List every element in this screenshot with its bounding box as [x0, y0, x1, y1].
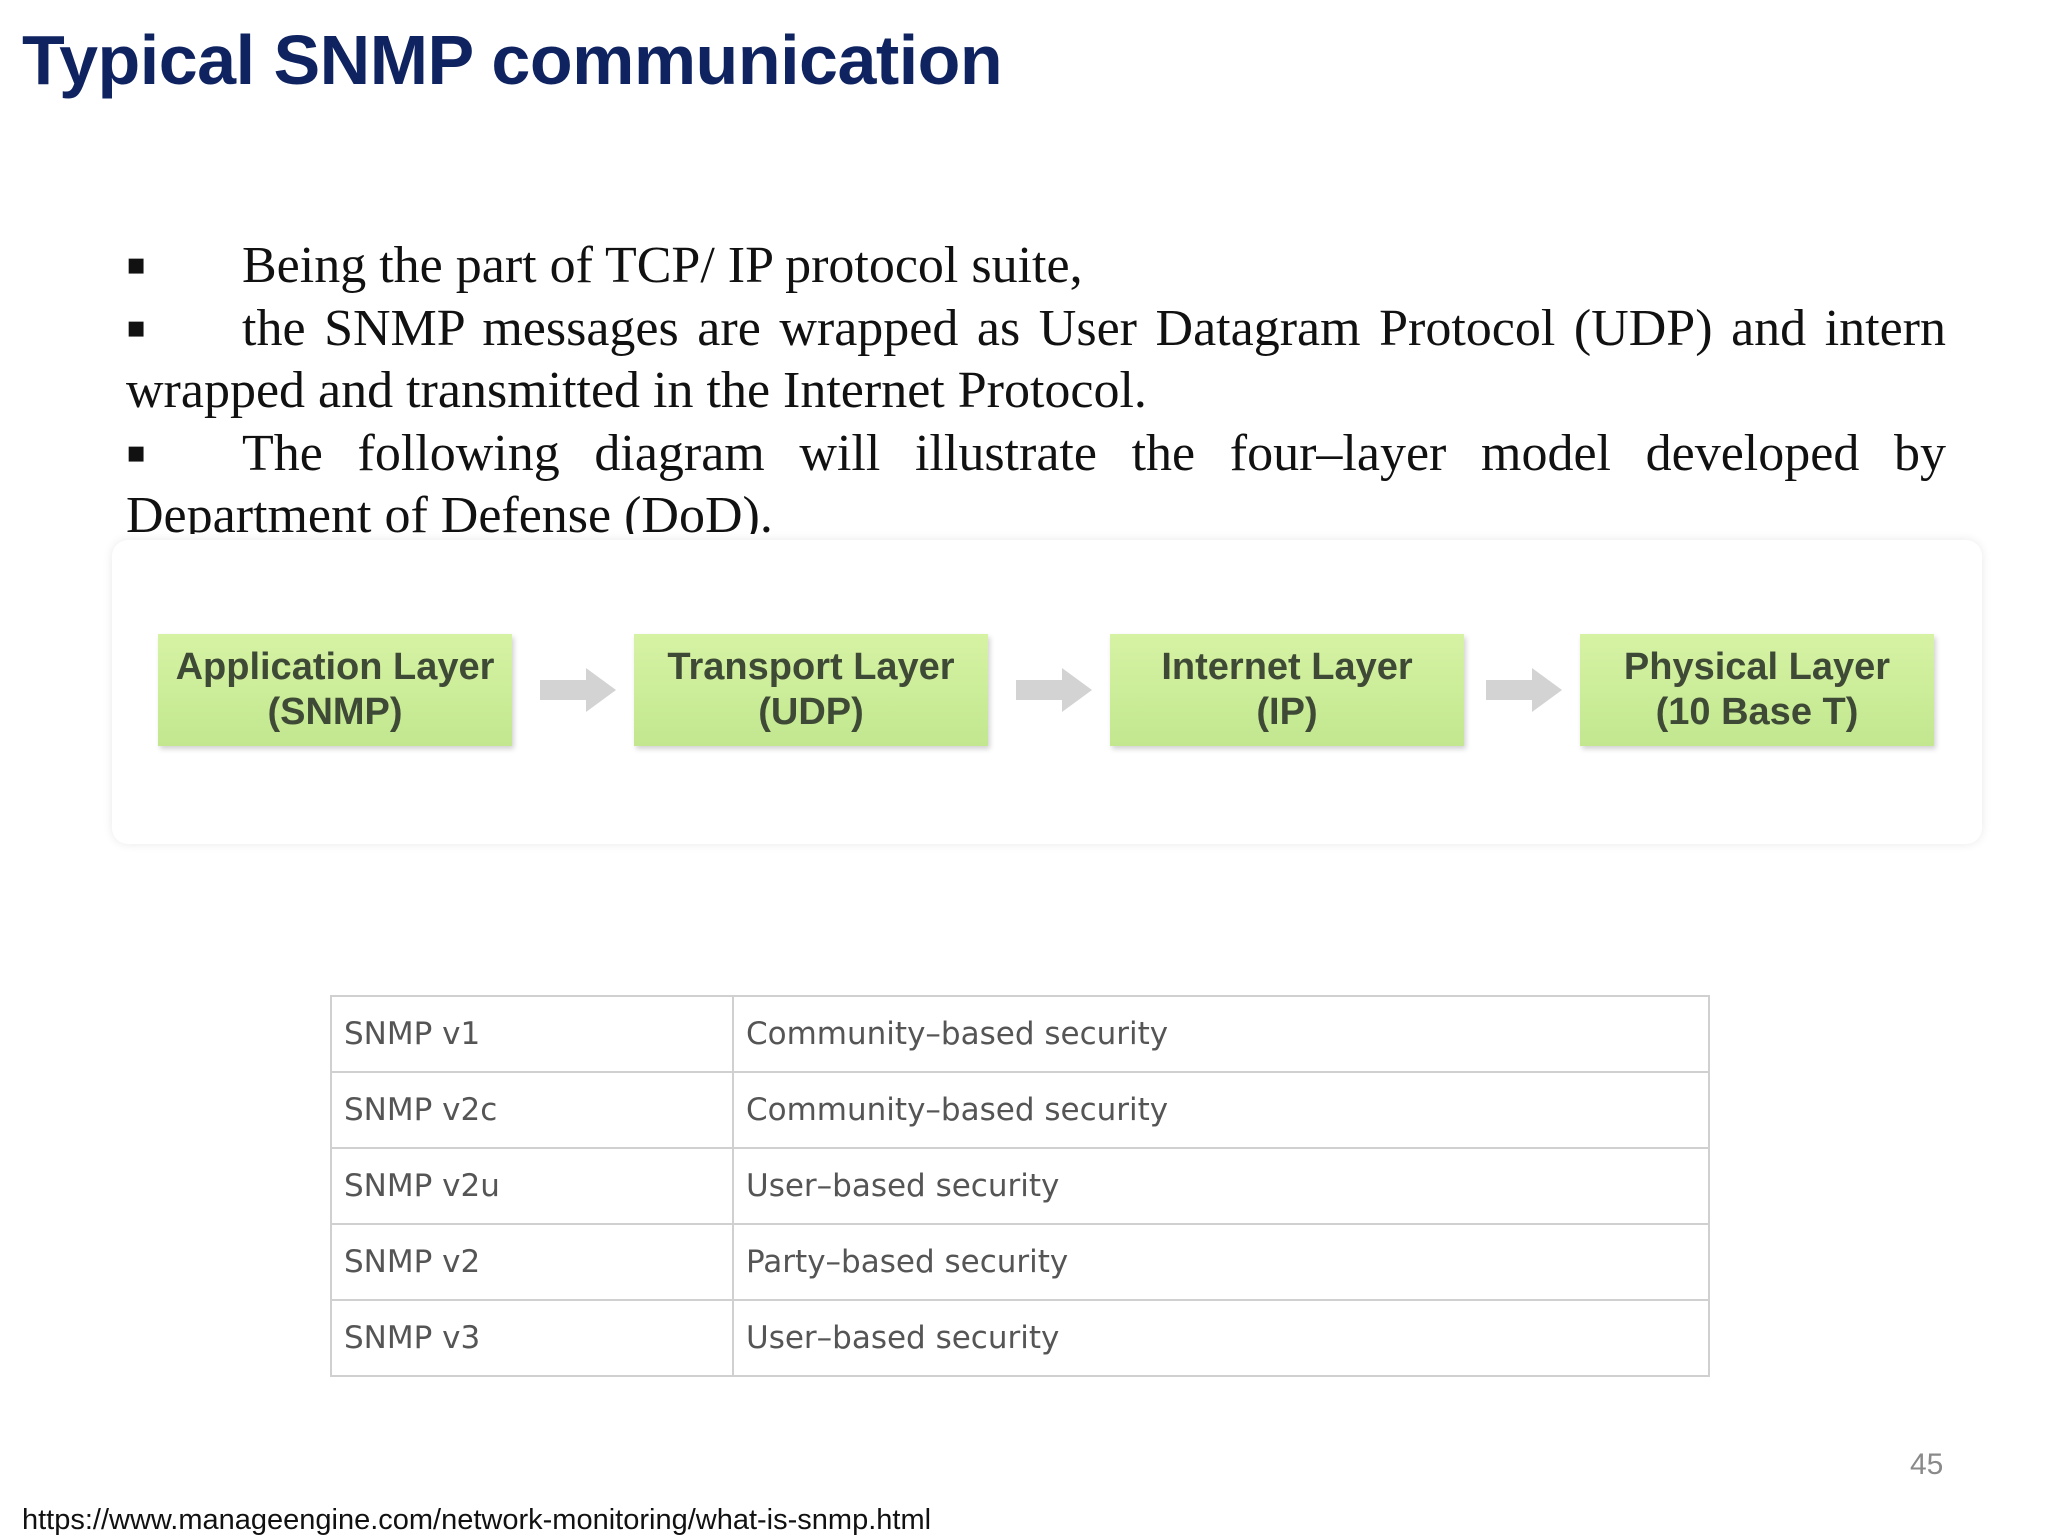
- security-cell: User–based security: [732, 1299, 1710, 1377]
- layer-name: Application Layer: [175, 646, 495, 688]
- layer-protocol: (SNMP): [267, 691, 403, 733]
- layer-box-internet: Internet Layer (IP): [1110, 634, 1464, 746]
- layer-protocol: (UDP): [758, 691, 864, 733]
- bullet-item: ▪ the SNMP messages are wrapped as User D…: [126, 297, 1946, 422]
- security-cell: Community–based security: [732, 995, 1710, 1073]
- layer-box-application: Application Layer (SNMP): [158, 634, 512, 746]
- bullet-list: ▪ Being the part of TCP/ IP protocol suit…: [126, 234, 1946, 534]
- right-arrow-icon: [540, 668, 616, 712]
- slide-title: Typical SNMP communication: [22, 21, 1003, 99]
- version-cell: SNMP v2: [330, 1223, 734, 1301]
- security-cell: User–based security: [732, 1147, 1710, 1225]
- table-row: SNMP v3 User–based security: [330, 1299, 1710, 1377]
- page-number: 45: [1910, 1448, 1944, 1481]
- table-row: SNMP v2 Party–based security: [330, 1223, 1710, 1301]
- version-cell: SNMP v3: [330, 1299, 734, 1377]
- security-cell: Community–based security: [732, 1071, 1710, 1149]
- layer-protocol: (IP): [1256, 691, 1318, 733]
- source-link[interactable]: https://www.manageengine.com/network-mon…: [22, 1504, 932, 1536]
- layer-name: Physical Layer: [1623, 646, 1891, 688]
- layer-name: Internet Layer: [1161, 646, 1413, 688]
- table-row: SNMP v2c Community–based security: [330, 1071, 1710, 1149]
- bullet-text: Being the part of TCP/ IP protocol suite…: [242, 237, 1083, 294]
- layer-box-physical: Physical Layer (10 Base T): [1580, 634, 1934, 746]
- bullet-text: the SNMP messages are wrapped as User Da…: [126, 300, 1946, 419]
- bullet-square-icon: ▪: [126, 310, 147, 345]
- version-cell: SNMP v2c: [330, 1071, 734, 1149]
- layer-protocol: (10 Base T): [1655, 691, 1859, 733]
- bullet-item: ▪ Being the part of TCP/ IP protocol suit…: [126, 234, 1946, 297]
- snmp-version-table: SNMP v1 Community–based security SNMP v2…: [330, 995, 1710, 1377]
- bullet-square-icon: ▪: [126, 435, 147, 470]
- version-cell: SNMP v1: [330, 995, 734, 1073]
- security-cell: Party–based security: [732, 1223, 1710, 1301]
- table-row: SNMP v1 Community–based security: [330, 995, 1710, 1073]
- bullet-item: ▪ The following diagram will illustrate t…: [126, 422, 1946, 534]
- layer-diagram: Application Layer (SNMP) Transport Layer…: [112, 540, 1982, 844]
- layer-name: Transport Layer: [667, 646, 955, 688]
- table-row: SNMP v2u User–based security: [330, 1147, 1710, 1225]
- right-arrow-icon: [1486, 668, 1562, 712]
- layer-box-transport: Transport Layer (UDP): [634, 634, 988, 746]
- bullet-text: The following diagram will illustrate th…: [126, 425, 1946, 534]
- right-arrow-icon: [1016, 668, 1092, 712]
- bullet-square-icon: ▪: [126, 247, 147, 282]
- version-cell: SNMP v2u: [330, 1147, 734, 1225]
